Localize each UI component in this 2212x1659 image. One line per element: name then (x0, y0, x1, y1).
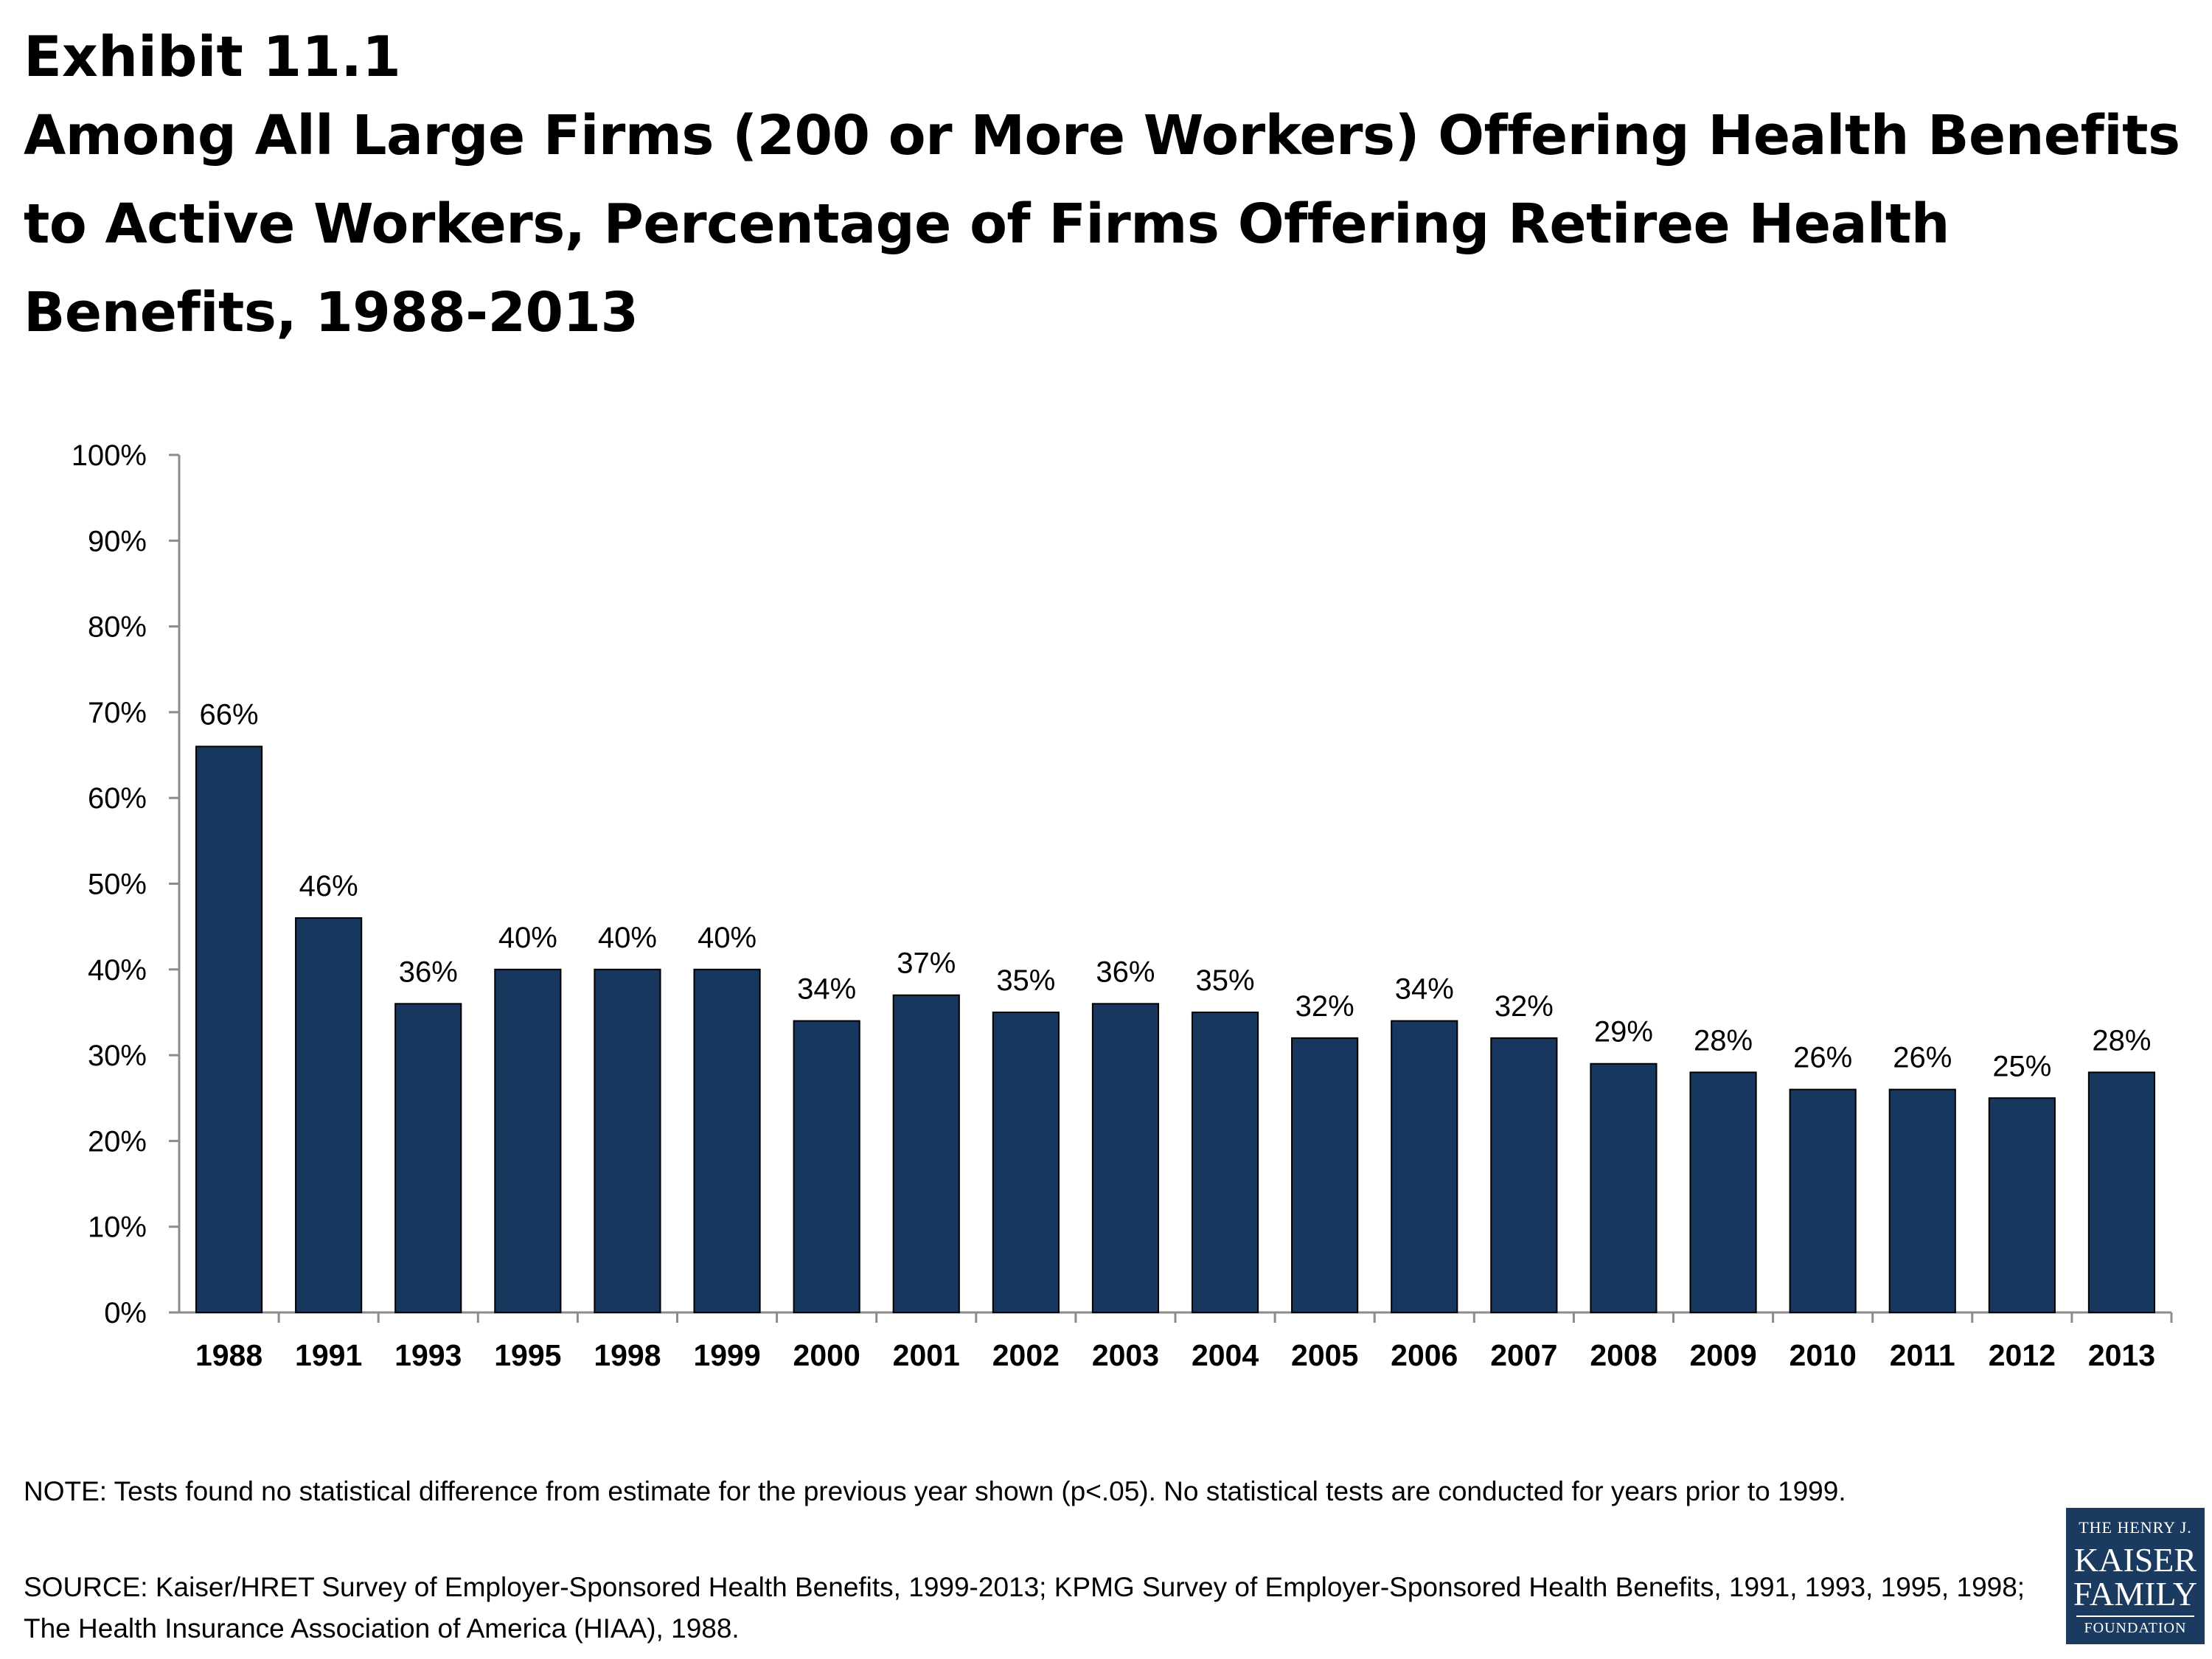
x-category-label: 1999 (693, 1338, 760, 1372)
x-category-label: 2001 (893, 1338, 960, 1372)
y-tick-label: 50% (88, 869, 147, 901)
bar (1391, 1020, 1458, 1313)
y-tick-label: 90% (88, 525, 147, 557)
bar (1091, 1003, 1160, 1313)
note-text: NOTE: Tests found no statistical differe… (24, 1476, 1846, 1506)
y-tick-label: 80% (88, 611, 147, 644)
bar (1291, 1037, 1359, 1313)
data-label: 36% (399, 956, 458, 988)
data-label: 26% (1893, 1042, 1952, 1074)
bar (1590, 1062, 1658, 1313)
data-label: 35% (996, 964, 1055, 997)
x-category-label: 2009 (1689, 1338, 1756, 1372)
y-tick-label: 40% (88, 954, 147, 987)
y-tick-label: 10% (88, 1211, 147, 1244)
x-category-label: 2011 (1890, 1338, 1955, 1372)
x-category-label: 2002 (992, 1338, 1060, 1372)
data-label: 32% (1295, 990, 1354, 1023)
data-label: 35% (1196, 964, 1255, 997)
bar (992, 1011, 1060, 1313)
chart-title-line-2: to Active Workers, Percentage of Firms O… (24, 192, 1950, 256)
bar (2087, 1071, 2156, 1313)
bar (494, 968, 562, 1314)
x-category-label: 2013 (2088, 1338, 2155, 1372)
bar-chart: 0% 10% 20% 30% 40% 50% 60% 70% 80% 90% 100% 66% 1988… (72, 439, 2173, 1372)
chart-title-line-3: Benefits, 1988-2013 (24, 281, 639, 344)
logo-line-1: THE HENRY J. (2079, 1518, 2192, 1537)
x-category-label: 2010 (1790, 1338, 1857, 1372)
x-category-label: 2004 (1192, 1338, 1259, 1372)
data-label: 40% (598, 922, 657, 954)
data-label: 29% (1594, 1016, 1653, 1048)
y-tick-label: 60% (88, 782, 147, 815)
data-label: 28% (1694, 1024, 1753, 1057)
bar (892, 994, 960, 1313)
data-label: 40% (698, 922, 757, 954)
data-label: 46% (299, 870, 358, 902)
x-category-label: 2008 (1590, 1338, 1657, 1372)
data-label: 36% (1096, 956, 1155, 988)
bar (1789, 1088, 1857, 1313)
y-tick-label: 70% (88, 697, 147, 729)
x-category-label: 2000 (793, 1338, 860, 1372)
data-label: 28% (2092, 1024, 2151, 1057)
data-label: 26% (1793, 1042, 1852, 1074)
bar (195, 745, 263, 1313)
x-category-label: 1988 (195, 1338, 262, 1372)
logo-line-3: FAMILY (2073, 1575, 2198, 1613)
x-category-label: 1991 (295, 1338, 362, 1372)
exhibit-number: Exhibit 11.1 (24, 24, 401, 89)
x-category-label: 1993 (394, 1338, 462, 1372)
bar (1888, 1088, 1956, 1313)
y-tick-label: 30% (88, 1040, 147, 1072)
y-tick-label: 0% (104, 1297, 147, 1329)
data-label: 66% (200, 698, 259, 731)
bar (693, 968, 761, 1314)
data-label: 34% (797, 973, 856, 1006)
chart-title-line-1: Among All Large Firms (200 or More Worke… (24, 104, 2180, 167)
logo-line-2: KAISER (2073, 1541, 2197, 1579)
x-category-label: 2005 (1291, 1338, 1358, 1372)
y-tick-label: 20% (88, 1125, 147, 1158)
x-category-label: 2006 (1391, 1338, 1458, 1372)
kaiser-logo: THE HENRY J. KAISER FAMILY FOUNDATION (2066, 1508, 2205, 1644)
x-category-label: 1998 (594, 1338, 661, 1372)
data-label: 25% (1992, 1050, 2051, 1082)
x-category-label: 1995 (494, 1338, 561, 1372)
x-category-label: 2007 (1490, 1338, 1557, 1372)
bar (1689, 1071, 1757, 1313)
data-label: 32% (1495, 990, 1554, 1023)
source-text: SOURCE: Kaiser/HRET Survey of Employer-S… (24, 1572, 2025, 1644)
data-label: 34% (1395, 973, 1454, 1006)
x-category-label: 2012 (1989, 1338, 2056, 1372)
bar (295, 917, 363, 1313)
bar (394, 1003, 462, 1313)
bar (793, 1020, 860, 1313)
title-block: Exhibit 11.1 Among All Large Firms (200 … (24, 22, 2191, 357)
data-label: 40% (498, 922, 557, 954)
bar (594, 968, 661, 1314)
logo-line-4: FOUNDATION (2076, 1615, 2194, 1637)
bar (1490, 1037, 1558, 1313)
bar (1988, 1097, 2056, 1313)
data-label: 37% (897, 947, 956, 980)
bar (1191, 1011, 1259, 1313)
x-category-label: 2003 (1092, 1338, 1159, 1372)
y-tick-label: 100% (72, 439, 147, 472)
